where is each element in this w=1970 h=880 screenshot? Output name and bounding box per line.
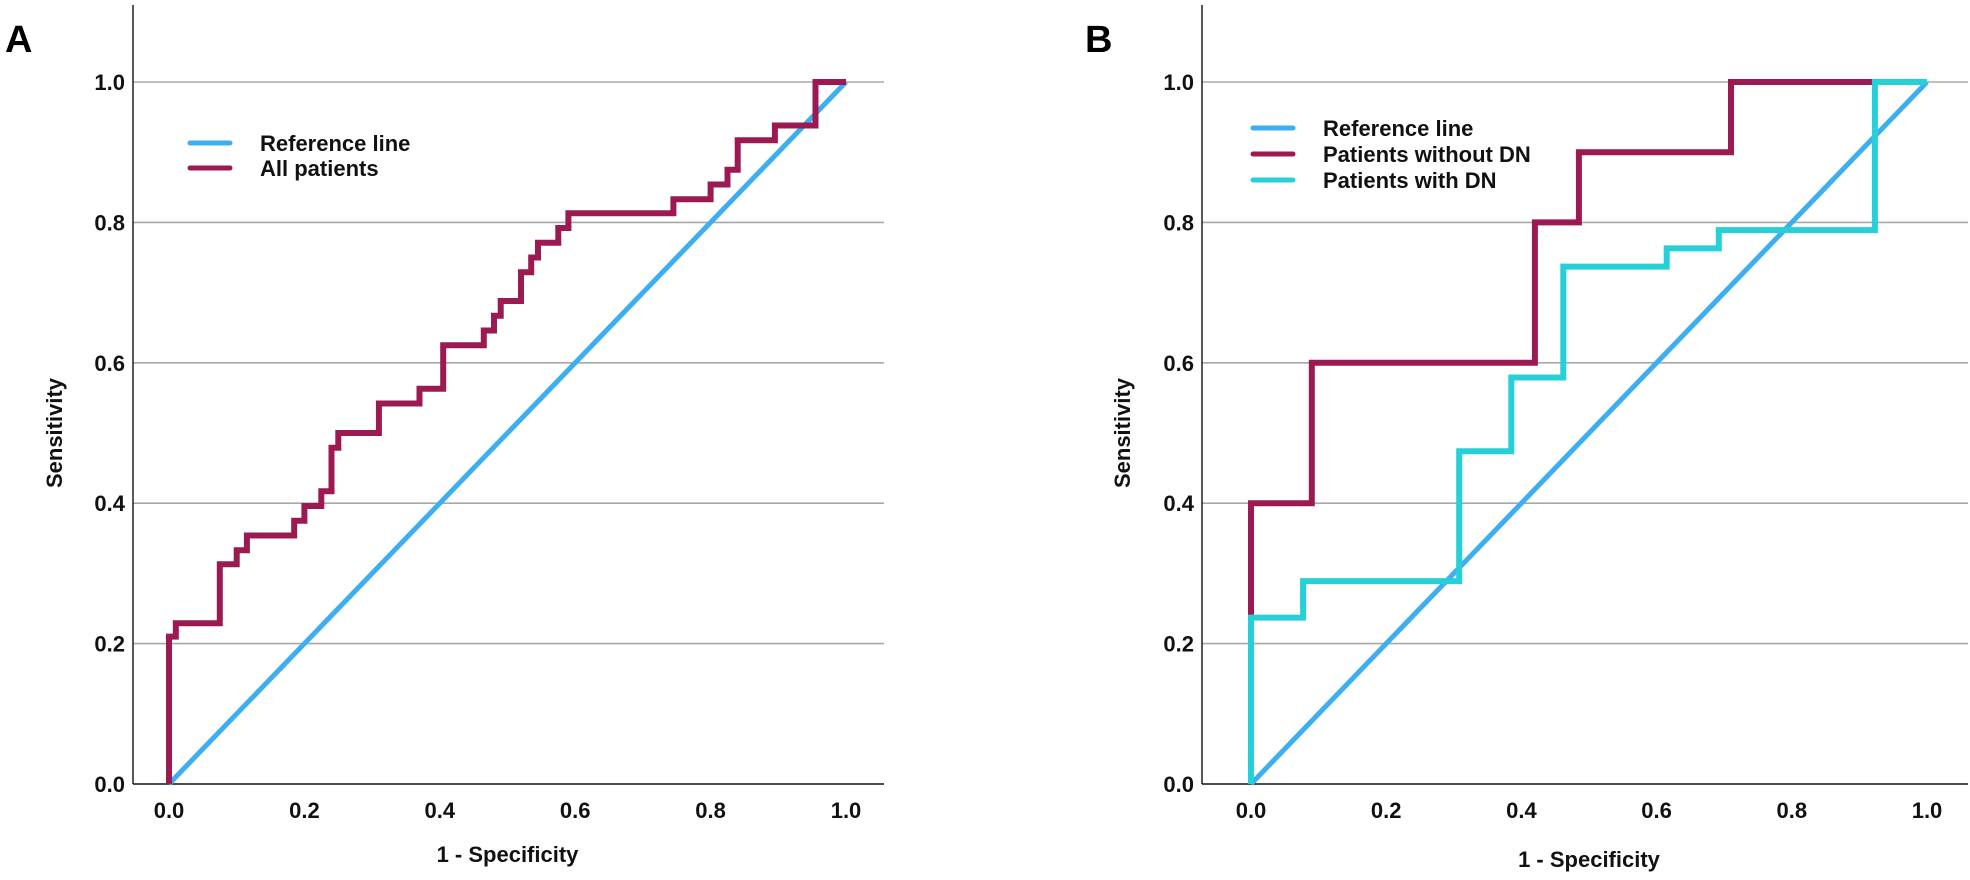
- y-tick-label: 0.0: [1163, 772, 1194, 797]
- legend-label: Patients without DN: [1323, 142, 1531, 167]
- panel-label: A: [5, 19, 32, 61]
- legend-label: Patients with DN: [1323, 168, 1497, 193]
- x-tick-label: 0.2: [289, 798, 320, 823]
- series-line-all-patients: [166, 79, 846, 784]
- x-tick-label: 0.4: [1506, 798, 1537, 823]
- x-tick-label: 0.6: [1641, 798, 1672, 823]
- x-tick-label: 0.0: [1236, 798, 1267, 823]
- y-tick-label: 0.6: [94, 351, 125, 376]
- series-line-patients-with-dn: [1248, 79, 1927, 784]
- y-tick-label: 0.4: [94, 491, 125, 516]
- x-tick-label: 0.0: [154, 798, 185, 823]
- y-axis-title: Sensitivity: [1110, 377, 1135, 488]
- chart-panel-a: 0.0 0.2 0.4 0.6 0.8 1.0 0.0 0.2 0.4 0.6 0.8 1.0 1 - …: [5, 5, 884, 867]
- x-tick-label: 0.2: [1371, 798, 1402, 823]
- chart-panel-b: 0.0 0.2 0.4 0.6 0.8 1.0 0.0 0.2 0.4 0.6 0.8 1.0 1 - …: [1085, 5, 1968, 872]
- x-tick-label: 1.0: [1912, 798, 1943, 823]
- legend-label: Reference line: [260, 131, 410, 156]
- x-axis-title: 1 - Specificity: [437, 842, 580, 867]
- panel-label: B: [1085, 19, 1112, 61]
- x-tick-label: 0.4: [425, 798, 456, 823]
- y-tick-label: 0.2: [1163, 632, 1194, 657]
- x-tick-label: 0.8: [695, 798, 726, 823]
- y-tick-label: 0.2: [94, 632, 125, 657]
- x-tick-label: 0.8: [1777, 798, 1808, 823]
- y-tick-label: 1.0: [94, 70, 125, 95]
- y-tick-label: 0.8: [94, 210, 125, 235]
- y-tick-label: 1.0: [1163, 70, 1194, 95]
- series-line-reference-line: [167, 80, 848, 786]
- x-tick-label: 1.0: [831, 798, 862, 823]
- y-tick-label: 0.0: [94, 772, 125, 797]
- x-axis-title: 1 - Specificity: [1518, 847, 1661, 872]
- y-tick-label: 0.8: [1163, 210, 1194, 235]
- legend-label: Reference line: [1323, 116, 1473, 141]
- y-axis-title: Sensitivity: [42, 377, 67, 488]
- y-tick-label: 0.6: [1163, 351, 1194, 376]
- series-line-patients-without-dn: [1248, 79, 1877, 616]
- legend-label: All patients: [260, 156, 379, 181]
- series-line-reference-line: [1249, 80, 1929, 786]
- x-tick-label: 0.6: [560, 798, 591, 823]
- y-tick-label: 0.4: [1163, 491, 1194, 516]
